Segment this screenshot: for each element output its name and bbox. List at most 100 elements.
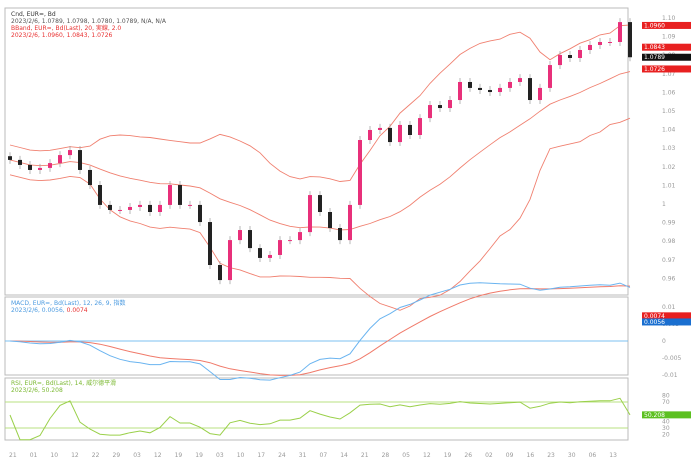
- price-tag-bg: [642, 318, 691, 326]
- price-axis-tick: 1.02: [662, 164, 676, 171]
- price-axis-tick: 1.04: [662, 127, 676, 134]
- bb-legend-title: BBand, EUR=, Bd(Last), 20, 実線, 2.0: [11, 25, 122, 32]
- rsi-legend-title: RSI, EUR=, Bd(Last), 14, 威尔德平滑: [11, 380, 117, 387]
- x-axis-tick: 09: [506, 452, 514, 459]
- x-axis-tick: 19: [444, 452, 452, 459]
- candle-body: [128, 206, 132, 210]
- candle-body: [348, 204, 352, 241]
- x-axis-tick: 30: [568, 452, 576, 459]
- candle-body: [408, 124, 412, 135]
- rsi-line: [9, 397, 631, 441]
- candle-body: [628, 22, 632, 58]
- x-axis-tick: 19: [195, 452, 203, 459]
- x-axis-tick: 12: [154, 452, 162, 459]
- x-axis-tick: 28: [382, 452, 390, 459]
- bb-middle-line: [9, 71, 631, 231]
- candle-body: [598, 41, 602, 45]
- candle-body: [468, 81, 472, 88]
- candle-body: [238, 230, 242, 241]
- price-tag-label: 0.0056: [644, 319, 665, 326]
- candle-body: [388, 127, 392, 143]
- candle-body: [438, 105, 442, 109]
- candle-body: [18, 159, 22, 165]
- candle-body: [278, 240, 282, 255]
- candle-body: [208, 222, 212, 266]
- candle-body: [148, 204, 152, 212]
- candle-body: [338, 227, 342, 241]
- price-axis-tick: 0.96: [662, 275, 676, 282]
- candle-body: [318, 195, 322, 212]
- candle-body: [8, 156, 12, 160]
- x-axis-tick: 14: [340, 452, 348, 459]
- candle-body: [508, 81, 512, 88]
- price-axis-tick: 1.05: [662, 108, 676, 115]
- x-axis-tick: 07: [320, 452, 328, 459]
- candle-body: [248, 230, 252, 249]
- candle-body: [328, 211, 332, 228]
- x-axis-tick: 17: [257, 452, 265, 459]
- candle-body: [358, 140, 362, 205]
- price-axis-tick: 0.98: [662, 238, 676, 245]
- candle-body: [608, 41, 612, 43]
- x-axis-tick: 13: [609, 452, 617, 459]
- rsi-axis-tick: 30: [662, 425, 670, 432]
- candle-body: [198, 204, 202, 223]
- x-axis-tick: 10: [50, 452, 58, 459]
- x-axis-tick: 05: [402, 452, 410, 459]
- macd-series: [5, 282, 631, 381]
- price-tag-label: 1.0789: [644, 54, 665, 61]
- price-tag-bg: [642, 53, 691, 61]
- price-axis-tick: 1: [662, 201, 666, 208]
- macd-axis-tick: 0: [662, 338, 666, 345]
- x-axis-tick: 03: [216, 452, 224, 459]
- price-tag-bg: [642, 65, 691, 73]
- macd-axis-tick: -0.005: [662, 355, 682, 362]
- price-tag-label: 0.0074: [644, 313, 665, 320]
- price-axis-tick: 1.06: [662, 89, 676, 96]
- price-tag-bg: [642, 21, 691, 29]
- x-axis-tick: 12: [423, 452, 431, 459]
- price-tag-bg: [642, 312, 691, 320]
- price-axis-tick: 1.07: [662, 71, 676, 78]
- candle-body: [428, 105, 432, 119]
- candle-body: [98, 185, 102, 205]
- x-axis-tick: 16: [527, 452, 535, 459]
- candle-body: [118, 209, 122, 211]
- candle-body: [418, 118, 422, 135]
- price-axis-tick: 0.99: [662, 220, 676, 227]
- price-tag-label: 1.0960: [644, 22, 665, 29]
- x-axis-tick: 26: [464, 452, 472, 459]
- candle-body: [538, 87, 542, 101]
- price-tag-label: 1.0843: [644, 44, 665, 51]
- candle-body: [28, 164, 32, 170]
- axes: 1.101.091.081.071.061.051.041.031.021.01…: [9, 15, 691, 459]
- price-axis-tick: 0.97: [662, 257, 676, 264]
- macd-line: [9, 282, 631, 381]
- price-tag-bg: [642, 411, 691, 419]
- rsi-legend-values: 2023/2/6, 50.208: [11, 387, 63, 394]
- candle-body: [268, 254, 272, 258]
- price-panel-frame: [4, 7, 629, 296]
- x-axis-tick: 03: [133, 452, 141, 459]
- macd-signal-value: 0.0074: [66, 307, 88, 314]
- candle-body: [48, 163, 52, 168]
- price-series: [8, 18, 632, 311]
- candle-body: [288, 240, 292, 242]
- rsi-axis-tick: 20: [662, 432, 670, 439]
- candle-body: [588, 44, 592, 50]
- macd-legend-title: MACD, EUR=, Bd(Last), 12, 26, 9, 指数: [11, 300, 126, 307]
- candle-body: [178, 185, 182, 205]
- candle-body: [258, 248, 262, 258]
- macd-axis-tick: -0.01: [662, 372, 678, 379]
- price-axis-tick: 1.01: [662, 182, 676, 189]
- price-legend-title: Cnd, EUR=, Bd: [11, 11, 56, 18]
- macd-value: 2023/2/6, 0.0056,: [11, 307, 65, 314]
- price-tag-label: 1.0726: [644, 66, 665, 73]
- candle-body: [168, 185, 172, 205]
- x-axis-tick: 01: [30, 452, 38, 459]
- candle-body: [448, 100, 452, 109]
- candle-body: [38, 167, 42, 170]
- candle-body: [558, 55, 562, 66]
- candle-body: [568, 55, 572, 58]
- x-axis-tick: 10: [237, 452, 245, 459]
